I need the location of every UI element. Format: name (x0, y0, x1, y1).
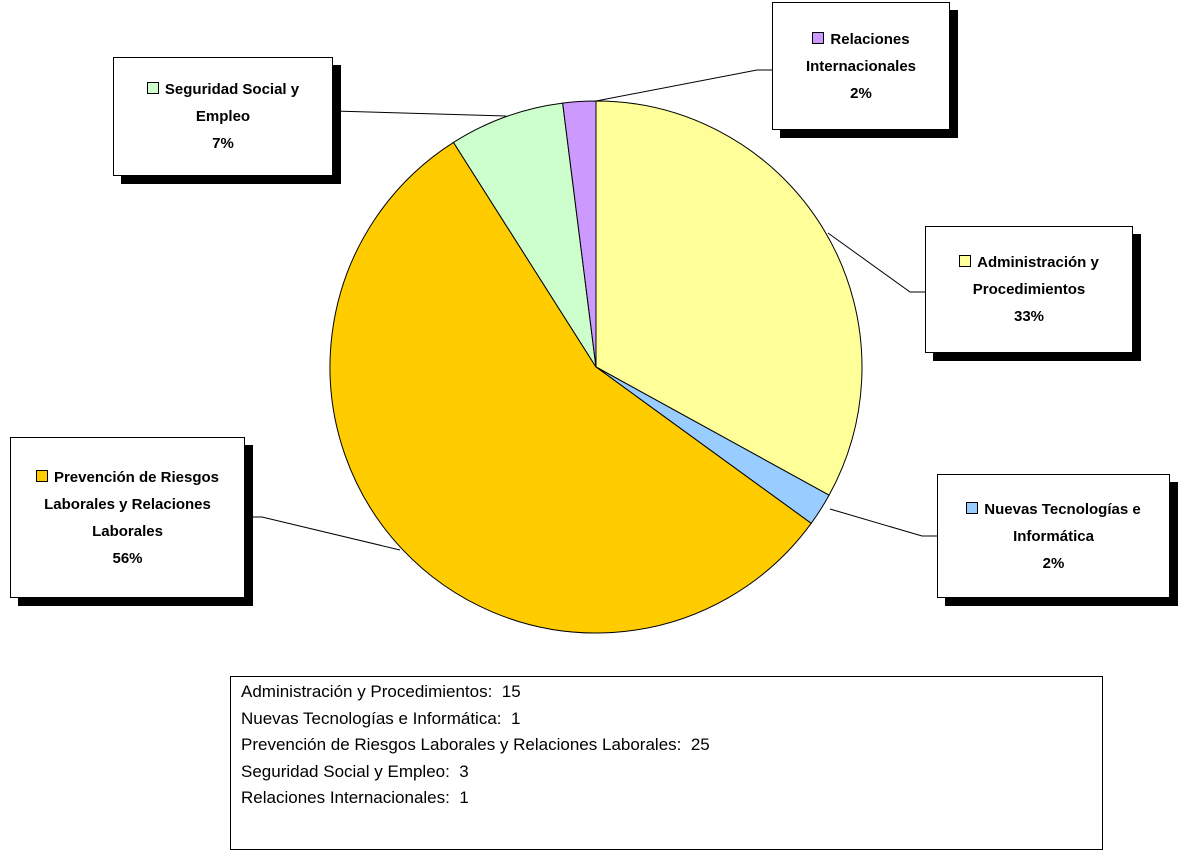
leader-line (595, 69, 772, 102)
leader-line (332, 110, 507, 117)
summary-label: Prevención de Riesgos Laborales y Relaci… (241, 735, 682, 755)
callout-box: Nuevas Tecnologías e Informática 2% (937, 474, 1170, 598)
summary-row: Nuevas Tecnologías e Informática: 1 (241, 706, 1102, 733)
callout-text: Nuevas Tecnologías e Informática 2% (946, 496, 1161, 577)
summary-value: 25 (690, 735, 710, 755)
summary-label: Relaciones Internacionales: (241, 788, 450, 808)
callout-text: Administración y Procedimientos 33% (934, 249, 1124, 330)
summary-label: Seguridad Social y Empleo: (241, 761, 450, 781)
summary-value: 3 (459, 761, 469, 781)
callout-box: Prevención de Riesgos Laborales y Relaci… (10, 437, 245, 598)
summary-label: Nuevas Tecnologías e Informática: (241, 708, 502, 728)
summary-row: Seguridad Social y Empleo: 3 (241, 759, 1102, 786)
pie-slice (329, 141, 812, 634)
summary-label: Administración y Procedimientos: (241, 682, 493, 701)
slice-label: Nuevas Tecnologías e Informática (984, 500, 1141, 545)
summary-row: Administración y Procedimientos: 15 (241, 679, 1102, 706)
value-label: 2% (850, 84, 872, 102)
callout-box: Administración y Procedimientos 33% (925, 226, 1133, 353)
summary-row: Prevención de Riesgos Laborales y Relaci… (241, 732, 1102, 759)
value-label: 33% (1013, 308, 1045, 325)
leader-line (829, 508, 937, 537)
slice-label: Relaciones Internacionales (805, 30, 917, 75)
value-label: 7% (212, 135, 234, 152)
leader-line (827, 232, 925, 293)
summary-row: Relaciones Internacionales: 1 (241, 785, 1102, 812)
callout-box: Relaciones Internacionales 2% (772, 2, 950, 130)
legend-key (812, 31, 825, 44)
slice-label: Seguridad Social y Empleo (164, 81, 300, 125)
summary-value: 15 (501, 682, 521, 701)
callout-text: Prevención de Riesgos Laborales y Relaci… (19, 464, 236, 572)
summary-value: 1 (510, 708, 521, 728)
slice-label: Prevención de Riesgos Laborales y Relaci… (44, 468, 220, 540)
callout-text: Relaciones Internacionales 2% (781, 26, 941, 107)
pie-slice (595, 100, 863, 496)
callout-box: Seguridad Social y Empleo 7% (113, 57, 333, 176)
pie-slice (452, 102, 597, 368)
legend-key (966, 501, 979, 514)
value-label: 2% (1042, 554, 1065, 572)
summary-box: Administración y Procedimientos: 15 Nueva… (230, 676, 1103, 850)
legend-key (959, 255, 972, 267)
value-label: 56% (112, 549, 143, 567)
leader-line (245, 516, 401, 551)
legend-key (35, 469, 48, 482)
slice-label: Administración y Procedimientos (972, 254, 1099, 298)
summary-value: 1 (459, 788, 469, 808)
callout-text: Seguridad Social y Empleo 7% (122, 76, 324, 157)
pie-slice (562, 100, 597, 368)
legend-key (146, 82, 159, 94)
